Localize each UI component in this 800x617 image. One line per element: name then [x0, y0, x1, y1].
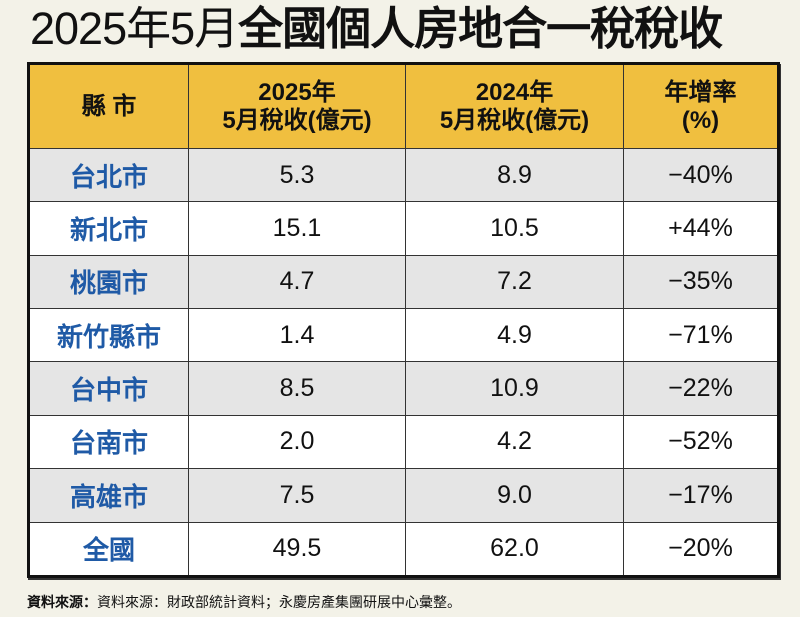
table-row: 高雄市 7.5 9.0 −17% [28, 468, 779, 523]
value-2024-cell: 10.9 [405, 361, 624, 416]
source-label: 資料來源： [27, 594, 97, 610]
value-2024-cell: 7.2 [405, 254, 624, 310]
value-2024-cell: 10.5 [405, 201, 624, 256]
city-cell: 新竹縣市 [28, 308, 189, 363]
title-date: 2025年5月 [30, 3, 239, 54]
value-2025-cell: 5.3 [188, 147, 406, 203]
growth-cell: −71% [623, 308, 779, 363]
table-row: 台中市 8.5 10.9 −22% [28, 361, 779, 416]
growth-cell: −40% [623, 147, 779, 203]
growth-cell: −52% [623, 414, 779, 470]
city-cell: 新北市 [28, 201, 189, 256]
city-cell: 桃園市 [28, 254, 189, 310]
city-cell: 台北市 [28, 147, 189, 203]
value-2025-cell: 2.0 [188, 414, 406, 470]
value-2024-cell: 4.9 [405, 308, 624, 363]
growth-cell: +44% [623, 201, 779, 256]
source-note: 資料來源：資料來源：財政部統計資料；永慶房產集團研展中心彙整。 [27, 592, 461, 612]
title-main: 全國個人房地合一稅稅收 [238, 3, 723, 54]
growth-cell: −22% [623, 361, 779, 416]
tax-table: 縣 市 2025年 5月稅收(億元) 2024年 5月稅收(億元) 年增率 (%) 台… [27, 62, 780, 578]
value-2025-cell: 4.7 [188, 254, 406, 310]
value-2025-cell: 1.4 [188, 308, 406, 363]
header-city: 縣 市 [28, 63, 189, 149]
table-row: 新竹縣市 1.4 4.9 −71% [28, 308, 779, 363]
table-row: 新北市 15.1 10.5 +44% [28, 201, 779, 256]
table-header-row: 縣 市 2025年 5月稅收(億元) 2024年 5月稅收(億元) 年增率 (%) [28, 63, 779, 149]
value-2025-cell: 15.1 [188, 201, 406, 256]
value-2025-cell: 8.5 [188, 361, 406, 416]
city-cell: 台中市 [28, 361, 189, 416]
city-cell: 全國 [28, 521, 189, 578]
source-text: 資料來源：財政部統計資料；永慶房產集團研展中心彙整。 [97, 594, 461, 610]
value-2024-cell: 62.0 [405, 521, 624, 578]
growth-cell: −17% [623, 468, 779, 523]
page-title: 2025年5月全國個人房地合一稅稅收 [30, 2, 723, 56]
table-row: 全國 49.5 62.0 −20% [28, 521, 779, 578]
header-growth: 年增率 (%) [623, 63, 779, 149]
table-row: 桃園市 4.7 7.2 −35% [28, 254, 779, 310]
growth-cell: −35% [623, 254, 779, 310]
value-2025-cell: 7.5 [188, 468, 406, 523]
value-2024-cell: 8.9 [405, 147, 624, 203]
header-2024: 2024年 5月稅收(億元) [405, 63, 624, 149]
value-2025-cell: 49.5 [188, 521, 406, 578]
table-row: 台南市 2.0 4.2 −52% [28, 414, 779, 470]
value-2024-cell: 9.0 [405, 468, 624, 523]
growth-cell: −20% [623, 521, 779, 578]
header-2025: 2025年 5月稅收(億元) [188, 63, 406, 149]
value-2024-cell: 4.2 [405, 414, 624, 470]
city-cell: 高雄市 [28, 468, 189, 523]
table-row: 台北市 5.3 8.9 −40% [28, 147, 779, 203]
city-cell: 台南市 [28, 414, 189, 470]
